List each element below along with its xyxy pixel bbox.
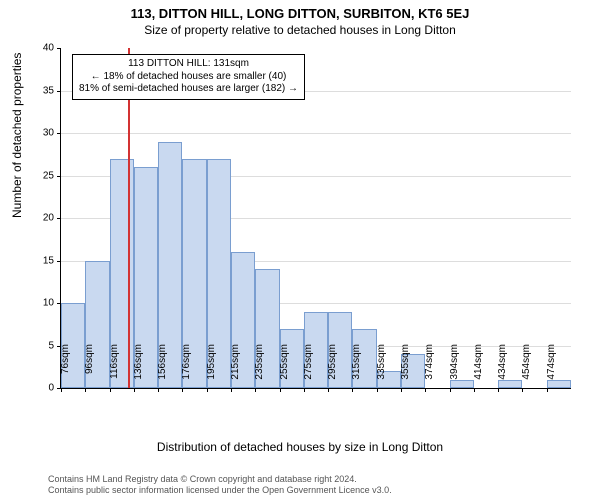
ytick-label: 10	[24, 298, 54, 309]
xtick-mark	[547, 388, 548, 392]
xtick-label: 335sqm	[376, 344, 387, 384]
chart-title-main: 113, DITTON HILL, LONG DITTON, SURBITON,…	[0, 6, 600, 21]
xtick-mark	[110, 388, 111, 392]
ytick-mark	[57, 261, 61, 262]
ytick-mark	[57, 91, 61, 92]
footer-line-2: Contains public sector information licen…	[48, 485, 392, 496]
x-axis-label: Distribution of detached houses by size …	[0, 440, 600, 454]
xtick-label: 176sqm	[181, 344, 192, 384]
xtick-label: 215sqm	[230, 344, 241, 384]
xtick-mark	[450, 388, 451, 392]
xtick-label: 255sqm	[279, 344, 290, 384]
xtick-mark	[61, 388, 62, 392]
xtick-mark	[401, 388, 402, 392]
xtick-mark	[182, 388, 183, 392]
ytick-label: 20	[24, 213, 54, 224]
xtick-mark	[522, 388, 523, 392]
ytick-label: 30	[24, 128, 54, 139]
xtick-label: 434sqm	[497, 344, 508, 384]
xtick-label: 295sqm	[327, 344, 338, 384]
ytick-mark	[57, 133, 61, 134]
xtick-label: 96sqm	[84, 344, 95, 384]
xtick-mark	[352, 388, 353, 392]
xtick-mark	[280, 388, 281, 392]
xtick-mark	[328, 388, 329, 392]
chart-title-sub: Size of property relative to detached ho…	[0, 23, 600, 37]
xtick-label: 454sqm	[521, 344, 532, 384]
xtick-label: 136sqm	[133, 344, 144, 384]
ytick-label: 25	[24, 170, 54, 181]
xtick-mark	[134, 388, 135, 392]
xtick-label: 76sqm	[60, 344, 71, 384]
y-axis-label: Number of detached properties	[10, 53, 24, 218]
xtick-mark	[425, 388, 426, 392]
xtick-mark	[231, 388, 232, 392]
xtick-mark	[85, 388, 86, 392]
gridline	[61, 133, 571, 134]
xtick-label: 195sqm	[206, 344, 217, 384]
annotation-line: ← 18% of detached houses are smaller (40…	[79, 71, 298, 84]
xtick-label: 374sqm	[424, 344, 435, 384]
footer-line-1: Contains HM Land Registry data © Crown c…	[48, 474, 392, 485]
ytick-label: 0	[24, 383, 54, 394]
annotation-line: 113 DITTON HILL: 131sqm	[79, 58, 298, 71]
xtick-label: 474sqm	[546, 344, 557, 384]
xtick-label: 394sqm	[449, 344, 460, 384]
footer-attribution: Contains HM Land Registry data © Crown c…	[48, 474, 392, 496]
ytick-mark	[57, 176, 61, 177]
xtick-label: 116sqm	[109, 344, 120, 384]
ytick-label: 15	[24, 255, 54, 266]
xtick-mark	[474, 388, 475, 392]
ytick-mark	[57, 48, 61, 49]
xtick-mark	[255, 388, 256, 392]
xtick-label: 355sqm	[400, 344, 411, 384]
xtick-mark	[498, 388, 499, 392]
xtick-label: 414sqm	[473, 344, 484, 384]
xtick-mark	[158, 388, 159, 392]
xtick-label: 315sqm	[351, 344, 362, 384]
ytick-label: 5	[24, 340, 54, 351]
ytick-label: 35	[24, 85, 54, 96]
xtick-label: 235sqm	[254, 344, 265, 384]
xtick-mark	[207, 388, 208, 392]
xtick-mark	[377, 388, 378, 392]
annotation-box: 113 DITTON HILL: 131sqm← 18% of detached…	[72, 54, 305, 100]
xtick-label: 156sqm	[157, 344, 168, 384]
xtick-label: 275sqm	[303, 344, 314, 384]
ytick-label: 40	[24, 43, 54, 54]
xtick-mark	[304, 388, 305, 392]
annotation-line: 81% of semi-detached houses are larger (…	[79, 83, 298, 96]
ytick-mark	[57, 218, 61, 219]
